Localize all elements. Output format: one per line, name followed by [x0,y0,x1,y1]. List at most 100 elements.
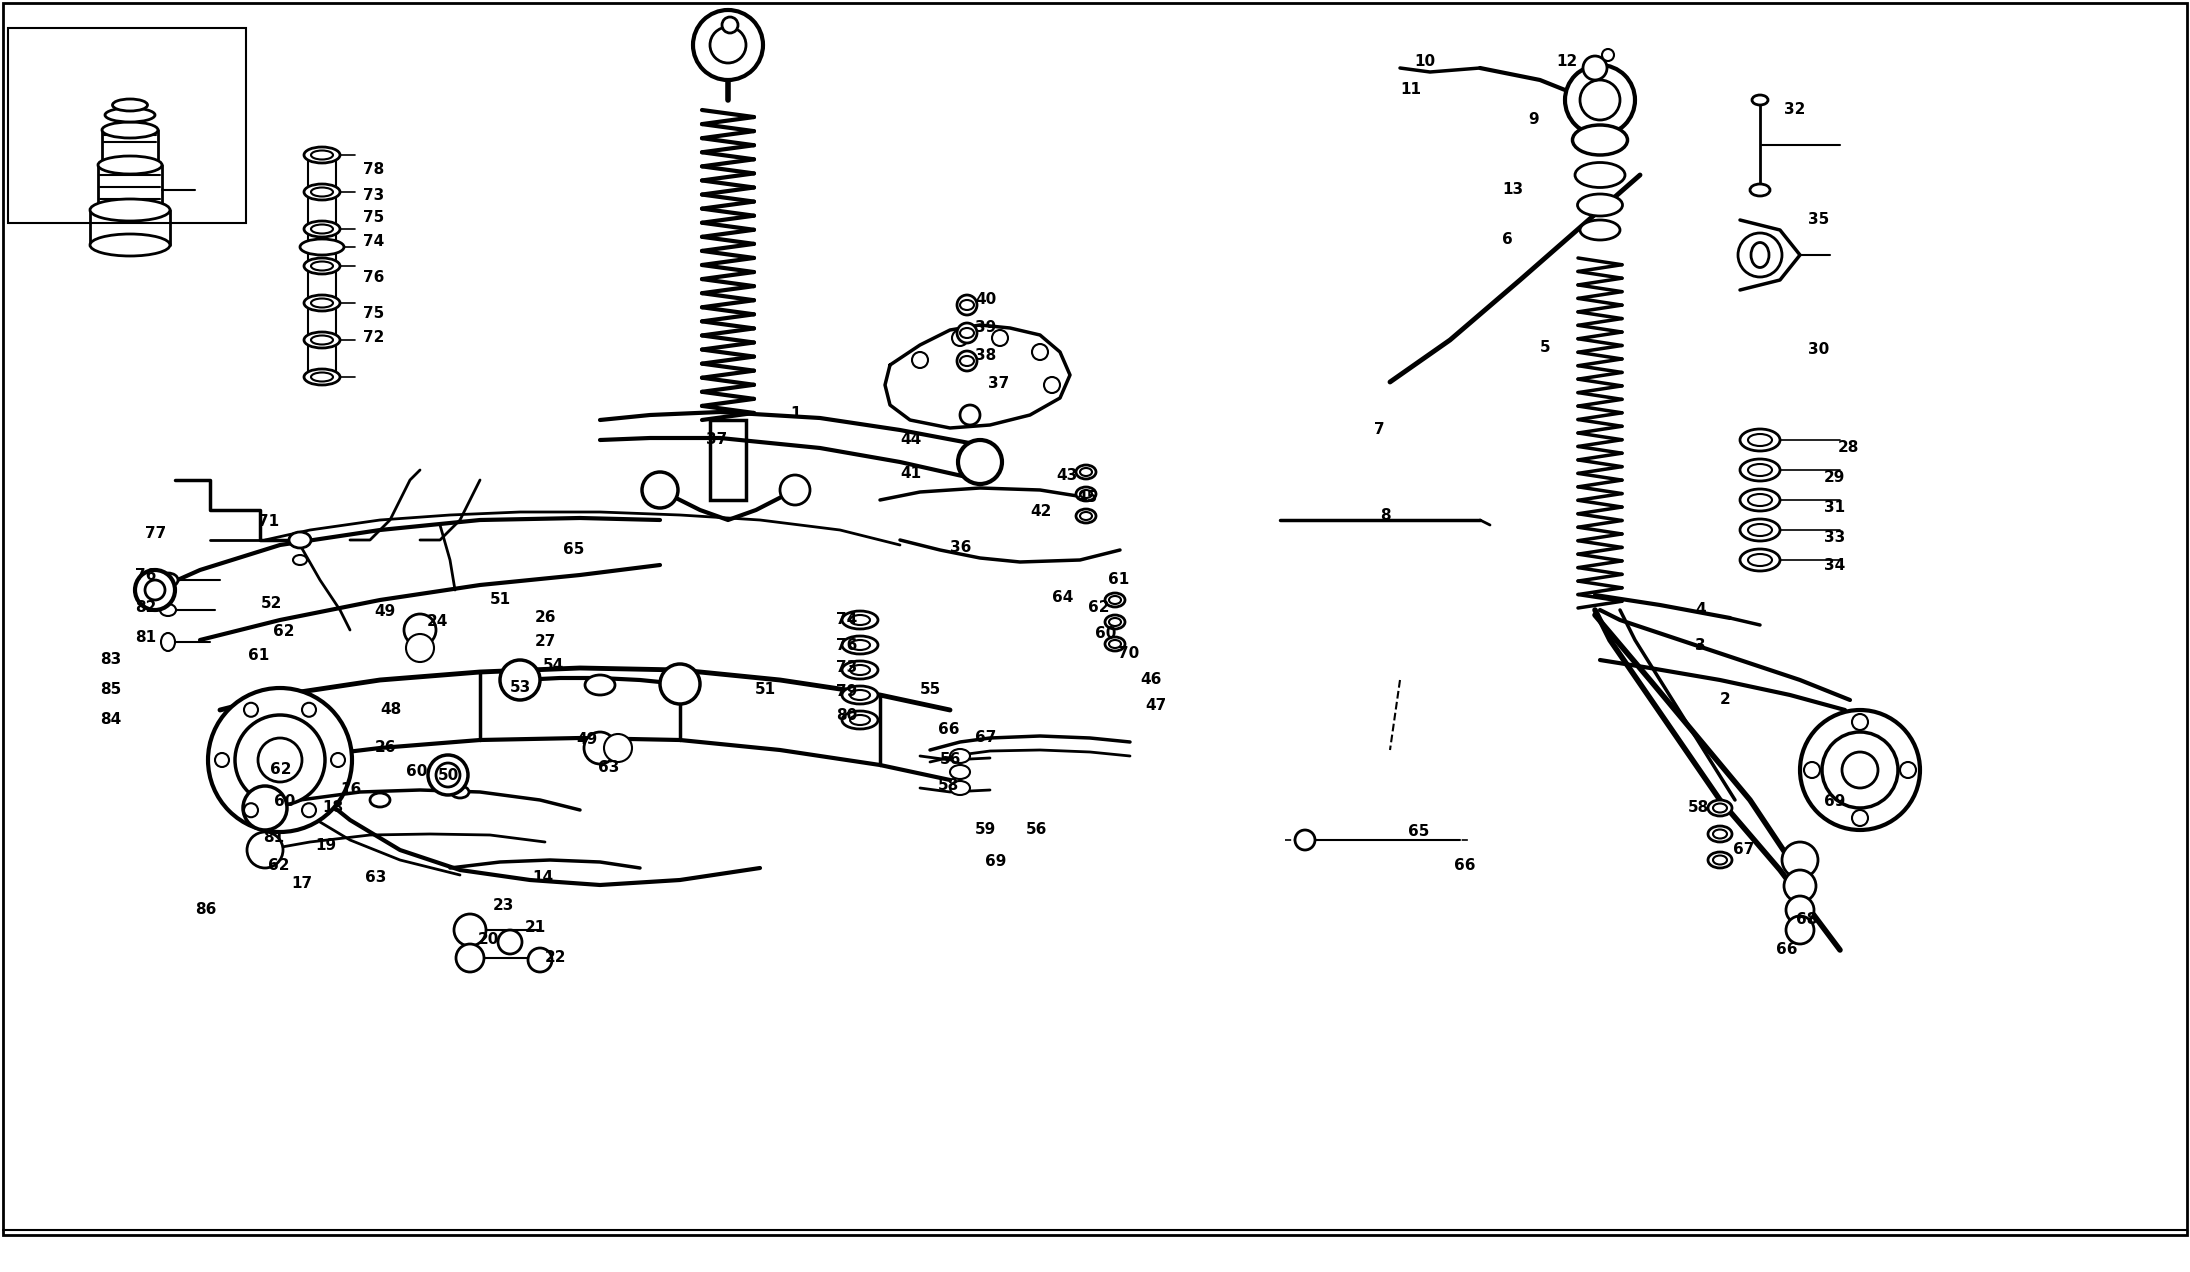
Ellipse shape [304,369,339,385]
Ellipse shape [1577,195,1623,216]
Text: 82: 82 [136,600,155,616]
Ellipse shape [1080,490,1093,499]
Text: 44: 44 [900,432,922,448]
Ellipse shape [311,150,333,159]
Circle shape [1901,762,1916,778]
Circle shape [1785,870,1816,902]
Ellipse shape [311,299,333,308]
Text: 66: 66 [1454,859,1476,874]
Text: 51: 51 [491,593,510,608]
Circle shape [243,702,258,716]
Ellipse shape [850,640,869,650]
Circle shape [710,27,747,64]
Circle shape [234,715,324,805]
Text: 76: 76 [837,637,856,653]
Ellipse shape [1752,243,1770,267]
Ellipse shape [850,614,869,625]
Text: 60: 60 [1095,627,1117,641]
Circle shape [215,753,230,767]
Text: 73: 73 [837,660,856,675]
Ellipse shape [585,675,615,695]
Circle shape [659,664,701,703]
Ellipse shape [841,636,878,654]
Circle shape [911,352,929,368]
Circle shape [604,734,633,762]
Text: 8: 8 [1380,509,1391,524]
Ellipse shape [1748,494,1772,506]
Ellipse shape [1713,856,1728,865]
Text: 63: 63 [598,761,620,776]
Text: 27: 27 [534,635,556,650]
Ellipse shape [841,711,878,729]
Ellipse shape [1748,524,1772,536]
Text: 26: 26 [374,740,396,756]
Circle shape [1583,56,1607,80]
Circle shape [136,570,175,611]
Circle shape [243,786,287,831]
Ellipse shape [1741,550,1780,571]
Ellipse shape [1080,513,1093,520]
Text: 66: 66 [937,722,959,738]
Text: 69: 69 [1824,795,1846,809]
Text: 65: 65 [563,542,585,557]
Ellipse shape [1748,434,1772,446]
Text: 58: 58 [1688,800,1708,815]
Circle shape [1579,80,1621,120]
Circle shape [957,323,977,343]
Ellipse shape [1741,519,1780,541]
Circle shape [1787,895,1813,923]
Text: 55: 55 [920,683,942,697]
Ellipse shape [304,295,339,310]
Text: 4: 4 [1695,603,1706,617]
Ellipse shape [311,336,333,345]
Text: 33: 33 [1824,530,1846,546]
Text: 67: 67 [1732,842,1754,857]
Text: 5: 5 [1540,341,1551,355]
Text: 7: 7 [1373,422,1384,438]
Ellipse shape [311,373,333,382]
Text: 81: 81 [136,631,155,645]
Text: 38: 38 [975,349,996,364]
Ellipse shape [311,262,333,271]
Ellipse shape [300,239,344,254]
Bar [9,28,245,223]
Circle shape [1822,731,1899,808]
Text: 23: 23 [493,898,515,913]
Ellipse shape [1741,429,1780,452]
Ellipse shape [293,555,307,565]
Ellipse shape [1075,509,1095,523]
Circle shape [1783,842,1818,878]
Circle shape [1842,752,1879,787]
Circle shape [1853,810,1868,826]
Text: 74: 74 [364,234,383,248]
Circle shape [957,295,977,315]
Text: 62: 62 [267,857,289,873]
Text: 81: 81 [263,831,285,846]
Text: 59: 59 [975,823,996,837]
Ellipse shape [1708,800,1732,817]
Text: 28: 28 [1837,440,1859,455]
Text: 51: 51 [756,683,775,697]
Ellipse shape [1075,466,1095,480]
Ellipse shape [1741,459,1780,481]
Circle shape [957,440,1003,485]
Circle shape [405,633,434,661]
Ellipse shape [311,224,333,234]
Circle shape [427,756,469,795]
Ellipse shape [950,764,970,778]
Ellipse shape [160,604,175,616]
Ellipse shape [959,328,975,338]
Text: 68: 68 [1796,912,1818,927]
Bar [710,420,747,500]
Text: 30: 30 [1809,342,1829,357]
Circle shape [692,10,762,80]
Circle shape [1739,233,1783,277]
Ellipse shape [841,611,878,628]
Ellipse shape [850,665,869,675]
Circle shape [1800,710,1921,831]
Text: 62: 62 [269,762,291,777]
Ellipse shape [289,532,311,548]
Text: 67: 67 [975,730,996,745]
Ellipse shape [950,781,970,795]
Ellipse shape [1106,614,1126,628]
